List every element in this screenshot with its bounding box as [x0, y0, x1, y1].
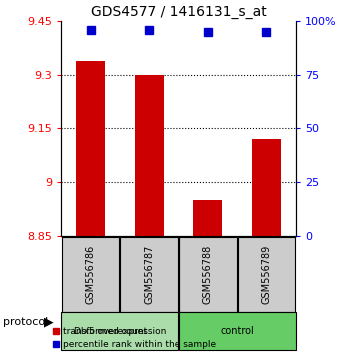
Bar	[76, 61, 105, 236]
Bar	[178, 312, 296, 350]
Title: GDS4577 / 1416131_s_at: GDS4577 / 1416131_s_at	[91, 5, 266, 19]
FancyBboxPatch shape	[120, 237, 178, 312]
FancyBboxPatch shape	[179, 237, 237, 312]
Text: ▶: ▶	[44, 316, 54, 329]
Text: protocol: protocol	[3, 317, 49, 327]
Text: Dlx5 overexpression: Dlx5 overexpression	[74, 327, 166, 336]
Text: GSM556786: GSM556786	[86, 244, 96, 303]
Text: GSM556787: GSM556787	[144, 244, 154, 304]
Bar	[193, 200, 222, 236]
FancyBboxPatch shape	[238, 237, 295, 312]
Legend: transformed count, percentile rank within the sample: transformed count, percentile rank withi…	[49, 323, 220, 353]
Text: GSM556788: GSM556788	[203, 244, 213, 303]
Bar	[252, 139, 281, 236]
Bar	[135, 75, 164, 236]
Bar	[61, 312, 178, 350]
Text: control: control	[220, 326, 254, 336]
FancyBboxPatch shape	[62, 237, 119, 312]
Text: GSM556789: GSM556789	[261, 244, 271, 303]
